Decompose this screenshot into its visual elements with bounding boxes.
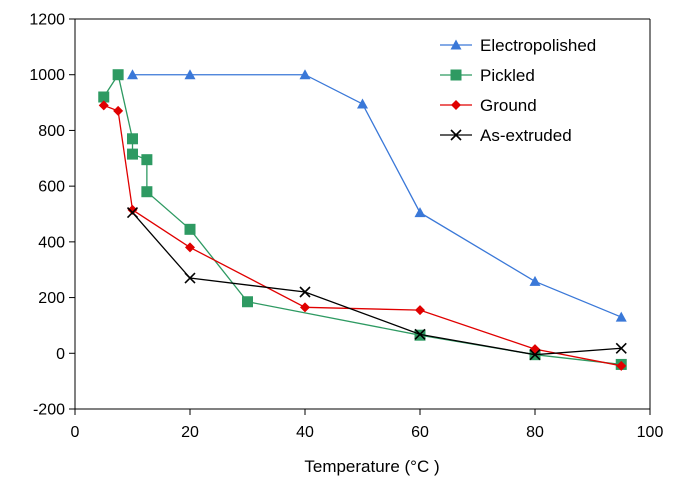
data-point-electropolished xyxy=(184,69,196,80)
data-point-electropolished xyxy=(615,311,627,322)
data-point-as-extruded xyxy=(184,272,196,284)
x-tick-label: 20 xyxy=(181,424,199,441)
data-point-as-extruded xyxy=(529,349,541,361)
series-line-pickled xyxy=(103,73,622,366)
x-tick-label: 60 xyxy=(411,424,429,441)
legend-entry-electropolished: Electropolished xyxy=(440,36,596,55)
data-point-ground xyxy=(98,100,109,111)
legend-entry-ground: Ground xyxy=(440,96,537,115)
legend-marker xyxy=(450,39,462,50)
data-point-pickled xyxy=(184,223,196,235)
series-electropolished xyxy=(127,69,627,322)
y-tick-label: 200 xyxy=(38,290,65,307)
data-point-pickled xyxy=(127,148,138,160)
data-point-ground xyxy=(113,105,124,116)
data-point-electropolished xyxy=(357,98,368,109)
series-line-electropolished xyxy=(132,74,622,318)
series-as-extruded xyxy=(126,207,627,361)
y-tick-label: 600 xyxy=(38,179,65,196)
data-point-pickled xyxy=(98,91,110,103)
data-point-as-extruded xyxy=(615,342,627,354)
x-tick-label: 80 xyxy=(526,424,544,441)
y-tick-label: 800 xyxy=(38,123,65,140)
data-point-electropolished xyxy=(127,69,138,80)
y-tick-label: 0 xyxy=(56,346,65,363)
legend: Electropolished Pickled Ground As-extruded xyxy=(440,36,596,145)
data-point-pickled xyxy=(141,186,153,198)
y-tick-label: 400 xyxy=(38,234,65,251)
legend-label: Electropolished xyxy=(480,36,596,55)
data-point-pickled xyxy=(112,69,124,81)
legend-entry-as-extruded: As-extruded xyxy=(440,126,572,145)
series-ground xyxy=(98,100,627,371)
legend-label: Ground xyxy=(480,96,537,115)
series-layer xyxy=(98,69,627,371)
x-tick-label: 0 xyxy=(71,424,80,441)
data-point-ground xyxy=(185,242,195,253)
data-point-ground xyxy=(616,360,627,371)
series-pickled xyxy=(98,69,627,370)
data-point-pickled xyxy=(141,154,153,166)
data-point-ground xyxy=(415,305,425,316)
x-axis-label: Temperature (°C ) xyxy=(304,457,439,476)
legend-marker xyxy=(451,100,461,110)
data-point-as-extruded xyxy=(299,286,311,298)
y-tick-label: 1000 xyxy=(29,67,65,84)
y-tick-label: -200 xyxy=(33,402,65,419)
data-point-pickled xyxy=(127,133,138,145)
data-point-as-extruded xyxy=(414,328,426,340)
series-line-as-extruded xyxy=(132,212,622,356)
y-tick-label: 1200 xyxy=(29,12,65,29)
data-point-electropolished xyxy=(529,275,541,286)
data-point-ground xyxy=(127,204,138,215)
series-line-ground xyxy=(103,104,622,367)
x-tick-label: 100 xyxy=(637,424,664,441)
data-point-electropolished xyxy=(299,69,311,80)
axes: -200 0 200 400 600 800 1000 1200 0 20 40 60 80 100 xyxy=(29,12,663,442)
data-point-electropolished xyxy=(414,207,426,218)
legend-marker xyxy=(450,129,462,141)
data-point-ground xyxy=(300,302,310,313)
data-point-as-extruded xyxy=(126,207,139,219)
legend-entry-pickled: Pickled xyxy=(440,66,535,85)
data-point-pickled xyxy=(242,296,253,308)
legend-label: As-extruded xyxy=(480,126,572,145)
x-tick-label: 40 xyxy=(296,424,314,441)
legend-marker xyxy=(450,69,462,81)
legend-label: Pickled xyxy=(480,66,535,85)
